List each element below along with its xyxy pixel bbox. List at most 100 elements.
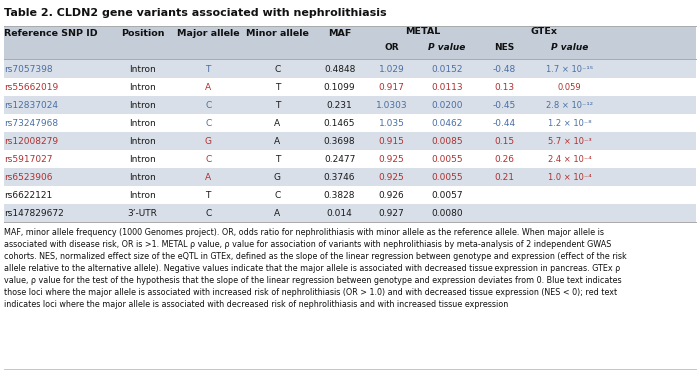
- Text: A: A: [274, 208, 281, 218]
- Text: C: C: [205, 208, 211, 218]
- Text: T: T: [206, 64, 211, 74]
- Text: 0.0085: 0.0085: [431, 136, 463, 146]
- Text: Position: Position: [120, 29, 164, 38]
- Text: 1.2 × 10⁻⁸: 1.2 × 10⁻⁸: [548, 118, 592, 128]
- Text: those loci where the major allele is associated with increased risk of nephrolit: those loci where the major allele is ass…: [4, 288, 617, 297]
- Text: rs6523906: rs6523906: [4, 173, 52, 181]
- Text: 1.029: 1.029: [379, 64, 405, 74]
- Text: 5.7 × 10⁻³: 5.7 × 10⁻³: [548, 136, 592, 146]
- Bar: [4, 204, 696, 222]
- Text: C: C: [205, 155, 211, 163]
- Text: 0.13: 0.13: [494, 83, 514, 91]
- Text: Intron: Intron: [129, 64, 156, 74]
- Text: 0.3698: 0.3698: [324, 136, 356, 146]
- Text: T: T: [274, 83, 280, 91]
- Text: G: G: [204, 136, 211, 146]
- Text: 0.1099: 0.1099: [324, 83, 356, 91]
- Text: 2.8 × 10⁻¹²: 2.8 × 10⁻¹²: [546, 101, 593, 109]
- Text: 0.1465: 0.1465: [324, 118, 356, 128]
- Bar: [4, 26, 696, 59]
- Text: C: C: [274, 190, 281, 200]
- Bar: [4, 132, 696, 150]
- Text: 1.0 × 10⁻⁴: 1.0 × 10⁻⁴: [548, 173, 592, 181]
- Text: C: C: [205, 118, 211, 128]
- Text: C: C: [205, 101, 211, 109]
- Text: 0.915: 0.915: [379, 136, 405, 146]
- Text: -0.48: -0.48: [492, 64, 516, 74]
- Text: 0.0055: 0.0055: [431, 155, 463, 163]
- Text: 0.0200: 0.0200: [431, 101, 463, 109]
- Text: 0.0113: 0.0113: [431, 83, 463, 91]
- Text: T: T: [274, 101, 280, 109]
- Text: 0.2477: 0.2477: [324, 155, 356, 163]
- Text: 0.927: 0.927: [379, 208, 405, 218]
- Text: rs73247968: rs73247968: [4, 118, 58, 128]
- Text: C: C: [274, 64, 281, 74]
- Text: METAL: METAL: [405, 27, 440, 35]
- Text: P value: P value: [428, 43, 466, 51]
- Text: T: T: [206, 190, 211, 200]
- Bar: [4, 168, 696, 186]
- Text: Intron: Intron: [129, 190, 156, 200]
- Text: Major allele: Major allele: [177, 29, 239, 38]
- Text: 0.926: 0.926: [379, 190, 405, 200]
- Text: indicates loci where the major allele is associated with decreased risk of nephr: indicates loci where the major allele is…: [4, 300, 508, 309]
- Text: Intron: Intron: [129, 101, 156, 109]
- Text: A: A: [205, 83, 211, 91]
- Text: Intron: Intron: [129, 173, 156, 181]
- Text: rs147829672: rs147829672: [4, 208, 64, 218]
- Text: 0.0080: 0.0080: [431, 208, 463, 218]
- Text: MAF: MAF: [328, 29, 351, 38]
- Text: 0.15: 0.15: [494, 136, 514, 146]
- Text: Reference SNP ID: Reference SNP ID: [4, 29, 97, 38]
- Text: cohorts. NES, normalized effect size of the eQTL in GTEx, defined as the slope o: cohorts. NES, normalized effect size of …: [4, 252, 626, 261]
- Text: associated with disease risk, OR is >1. METAL ρ value, ρ value for association o: associated with disease risk, OR is >1. …: [4, 240, 611, 249]
- Text: rs5917027: rs5917027: [4, 155, 52, 163]
- Text: 0.231: 0.231: [327, 101, 353, 109]
- Text: 0.917: 0.917: [379, 83, 405, 91]
- Text: 0.3746: 0.3746: [324, 173, 356, 181]
- Text: Intron: Intron: [129, 83, 156, 91]
- Text: 0.925: 0.925: [379, 155, 405, 163]
- Text: Intron: Intron: [129, 136, 156, 146]
- Text: 0.0152: 0.0152: [431, 64, 463, 74]
- Text: Minor allele: Minor allele: [246, 29, 309, 38]
- Text: A: A: [274, 136, 281, 146]
- Bar: [4, 96, 696, 114]
- Text: 0.014: 0.014: [327, 208, 353, 218]
- Text: Intron: Intron: [129, 155, 156, 163]
- Text: Intron: Intron: [129, 118, 156, 128]
- Text: -0.45: -0.45: [492, 101, 516, 109]
- Text: -0.44: -0.44: [492, 118, 515, 128]
- Text: 0.3828: 0.3828: [324, 190, 356, 200]
- Text: rs12008279: rs12008279: [4, 136, 58, 146]
- Text: MAF, minor allele frequency (1000 Genomes project). OR, odds ratio for nephrolit: MAF, minor allele frequency (1000 Genome…: [4, 228, 604, 237]
- Text: 0.059: 0.059: [558, 83, 582, 91]
- Text: rs6622121: rs6622121: [4, 190, 52, 200]
- Text: GTEx: GTEx: [531, 27, 557, 35]
- Text: allele relative to the alternative allele). Negative values indicate that the ma: allele relative to the alternative allel…: [4, 264, 620, 273]
- Text: 0.4848: 0.4848: [324, 64, 356, 74]
- Text: 1.7 × 10⁻¹⁵: 1.7 × 10⁻¹⁵: [546, 64, 594, 74]
- Text: 1.0303: 1.0303: [376, 101, 407, 109]
- Text: 0.0462: 0.0462: [431, 118, 463, 128]
- Text: NES: NES: [494, 43, 514, 51]
- Text: 2.4 × 10⁻⁴: 2.4 × 10⁻⁴: [548, 155, 592, 163]
- Text: OR: OR: [384, 43, 399, 51]
- Bar: [4, 60, 696, 78]
- Text: 0.0055: 0.0055: [431, 173, 463, 181]
- Text: 0.925: 0.925: [379, 173, 405, 181]
- Text: A: A: [274, 118, 281, 128]
- Text: 3’-UTR: 3’-UTR: [127, 208, 158, 218]
- Text: 1.035: 1.035: [379, 118, 405, 128]
- Text: 0.0057: 0.0057: [431, 190, 463, 200]
- Text: A: A: [205, 173, 211, 181]
- Text: 0.26: 0.26: [494, 155, 514, 163]
- Text: value, ρ value for the test of the hypothesis that the slope of the linear regre: value, ρ value for the test of the hypot…: [4, 276, 622, 285]
- Text: rs12837024: rs12837024: [4, 101, 58, 109]
- Text: rs7057398: rs7057398: [4, 64, 52, 74]
- Text: P value: P value: [551, 43, 589, 51]
- Text: Table 2. CLDN2 gene variants associated with nephrolithiasis: Table 2. CLDN2 gene variants associated …: [4, 8, 386, 18]
- Text: T: T: [274, 155, 280, 163]
- Text: rs55662019: rs55662019: [4, 83, 58, 91]
